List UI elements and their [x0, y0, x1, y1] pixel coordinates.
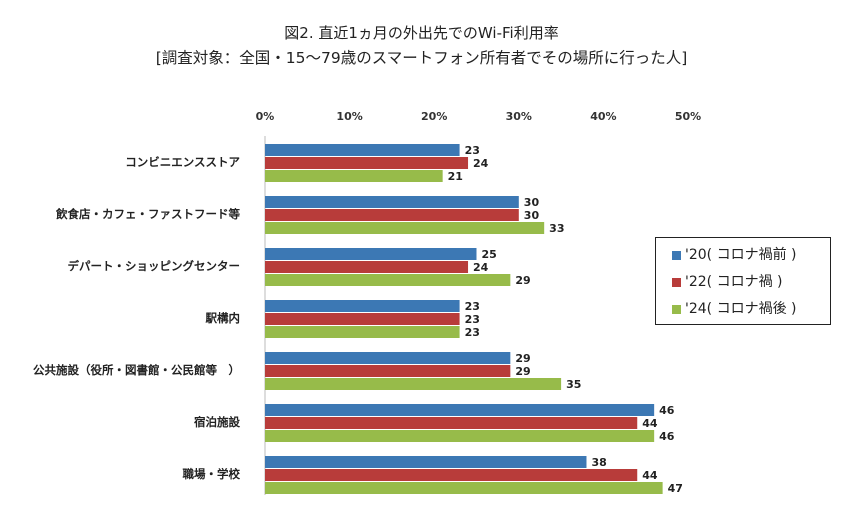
data-label: 23 [465, 144, 480, 157]
data-label: 46 [659, 404, 675, 417]
legend-item: '20( コロナ禍前 ) [672, 242, 830, 269]
category-label: 宿泊施設 [194, 415, 240, 429]
legend-item: '22( コロナ禍 ) [672, 269, 830, 296]
category-label: デパート・ショッピングセンター [68, 259, 241, 273]
data-label: 29 [515, 352, 530, 365]
category-label: 公共施設（役所・図書館・公民館等 ） [33, 363, 240, 377]
bar [265, 365, 511, 377]
bar [265, 326, 460, 338]
x-tick-label: 10% [336, 110, 362, 123]
bar [265, 170, 443, 182]
data-label: 23 [465, 326, 480, 339]
bar [265, 417, 638, 429]
chart-title: 図2. 直近1ヵ月の外出先でのWi-Fi利用率 [284, 24, 559, 42]
legend: '20( コロナ禍前 ) '22( コロナ禍 ) '24( コロナ禍後 ) [655, 237, 831, 325]
category-label: 飲食店・カフェ・ファストフード等 [55, 207, 240, 221]
data-label: 30 [524, 196, 540, 209]
category-label: コンビニエンスストア [125, 155, 240, 169]
data-label: 38 [591, 456, 606, 469]
bar [265, 378, 562, 390]
bar [265, 274, 511, 286]
data-label: 30 [524, 209, 540, 222]
x-tick-label: 0% [256, 110, 275, 123]
legend-swatch [672, 305, 681, 314]
x-tick-label: 50% [675, 110, 701, 123]
bar [265, 313, 460, 325]
bar [265, 482, 663, 494]
legend-label: '20( コロナ禍前 ) [685, 247, 797, 263]
bar [265, 261, 469, 273]
data-label: 25 [482, 248, 497, 261]
bar [265, 144, 460, 156]
bar [265, 456, 587, 468]
bar [265, 300, 460, 312]
chart-subtitle: [調査対象：全国・15～79歳のスマートフォン所有者でその場所に行った人] [155, 49, 688, 67]
bar [265, 404, 655, 416]
category-label: 職場・学校 [183, 467, 241, 481]
legend-item: '24( コロナ禍後 ) [672, 296, 830, 323]
legend-swatch [672, 278, 681, 287]
legend-label: '22( コロナ禍 ) [685, 274, 783, 290]
x-tick-label: 20% [421, 110, 447, 123]
data-label: 29 [515, 365, 530, 378]
data-label: 24 [473, 261, 489, 274]
bar [265, 209, 519, 221]
data-label: 44 [642, 469, 658, 482]
bar [265, 430, 655, 442]
x-tick-label: 30% [506, 110, 532, 123]
data-label: 29 [515, 274, 530, 287]
data-label: 44 [642, 417, 658, 430]
data-label: 23 [465, 313, 480, 326]
bar [265, 352, 511, 364]
data-label: 46 [659, 430, 675, 443]
legend-swatch [672, 251, 681, 260]
bar [265, 196, 519, 208]
data-label: 23 [465, 300, 480, 313]
legend-label: '24( コロナ禍後 ) [685, 301, 797, 317]
category-label: 駅構内 [205, 311, 241, 325]
data-label: 33 [549, 222, 564, 235]
data-label: 47 [668, 482, 683, 495]
bar [265, 248, 477, 260]
data-label: 21 [448, 170, 463, 183]
bar [265, 222, 545, 234]
bar [265, 469, 638, 481]
x-tick-label: 40% [590, 110, 616, 123]
data-label: 24 [473, 157, 489, 170]
data-label: 35 [566, 378, 581, 391]
bar [265, 157, 469, 169]
